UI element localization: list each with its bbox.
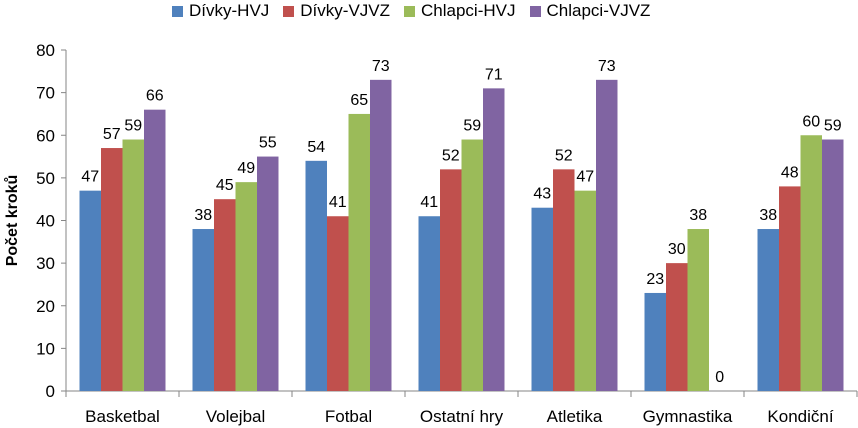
data-label: 48 (781, 164, 799, 181)
data-label: 47 (576, 169, 594, 186)
bar (214, 199, 236, 391)
bar (553, 169, 575, 391)
data-label: 73 (372, 58, 390, 75)
data-label: 41 (329, 194, 347, 211)
legend-label: Dívky-HVJ (189, 1, 270, 20)
legend-label: Dívky-VJVZ (300, 1, 391, 20)
data-label: 45 (216, 177, 234, 194)
y-axis-title: Počet kroků (4, 175, 21, 267)
data-label: 30 (668, 241, 686, 258)
bar (483, 88, 505, 392)
bar (800, 135, 822, 391)
x-tick-label: Fotbal (325, 407, 372, 426)
data-label: 57 (103, 126, 121, 143)
data-label: 54 (307, 139, 325, 156)
data-label: 55 (259, 135, 277, 152)
bar (235, 182, 257, 391)
data-label: 65 (350, 92, 368, 109)
legend-item-chlapci-vjvz: Chlapci-VJVZ (529, 1, 651, 21)
data-label: 43 (533, 186, 551, 203)
bar (144, 109, 166, 392)
legend-swatch (172, 5, 183, 17)
legend-swatch (283, 5, 295, 17)
bar (192, 229, 214, 391)
y-tick-label: 60 (36, 126, 55, 145)
data-label: 52 (555, 147, 573, 164)
bar (666, 263, 688, 391)
y-tick-label: 10 (36, 339, 55, 358)
bar (305, 160, 327, 391)
x-tick-label: Gymnastika (643, 407, 733, 426)
bar (574, 190, 596, 391)
data-label: 59 (463, 118, 481, 135)
data-label: 66 (146, 88, 164, 105)
data-label: 38 (689, 207, 707, 224)
bar (418, 216, 440, 391)
bar (101, 148, 123, 391)
legend-swatch (404, 5, 416, 17)
bar (122, 139, 144, 391)
x-tick-label: Ostatní hry (420, 407, 504, 426)
y-tick-label: 50 (36, 169, 55, 188)
legend: Dívky-HVJ Dívky-VJVZ Chlapci-HVJ Chlapci… (172, 0, 664, 22)
y-tick-label: 20 (36, 297, 55, 316)
data-label: 71 (485, 66, 503, 83)
bar (327, 216, 349, 391)
legend-label: Chlapci-VJVZ (546, 1, 651, 20)
y-tick-label: 80 (36, 41, 55, 60)
bar (531, 207, 553, 391)
x-tick-label: Volejbal (206, 407, 266, 426)
x-tick-label: Atletika (547, 407, 603, 426)
data-label: 52 (442, 147, 460, 164)
bar (257, 156, 279, 391)
data-label: 59 (124, 118, 142, 135)
data-label: 38 (194, 207, 212, 224)
bar (596, 79, 618, 392)
legend-label: Chlapci-HVJ (421, 1, 516, 20)
bar (370, 79, 392, 392)
bar (440, 169, 462, 391)
legend-item-divky-hvj: Dívky-HVJ (172, 1, 269, 21)
bar (779, 186, 801, 391)
data-label: 49 (237, 160, 255, 177)
bar (687, 229, 709, 391)
legend-swatch (529, 5, 541, 17)
bar (644, 292, 666, 391)
data-label: 73 (598, 58, 616, 75)
data-label: 41 (420, 194, 438, 211)
bar (348, 113, 370, 391)
bar (757, 229, 779, 391)
y-tick-label: 30 (36, 254, 55, 273)
y-tick-label: 0 (46, 382, 55, 401)
data-label: 38 (759, 207, 777, 224)
data-label: 59 (824, 118, 842, 135)
data-label: 60 (802, 113, 820, 130)
x-tick-label: Basketbal (85, 407, 160, 426)
data-label: 23 (646, 271, 664, 288)
data-label: 0 (715, 369, 724, 386)
x-tick-label: Kondiční (767, 407, 833, 426)
legend-item-divky-vjvz: Dívky-VJVZ (283, 1, 390, 21)
bar (79, 190, 101, 391)
legend-item-chlapci-hvj: Chlapci-HVJ (404, 1, 516, 21)
bar (822, 139, 844, 391)
data-label: 47 (81, 169, 99, 186)
y-tick-label: 40 (36, 212, 55, 231)
bar (461, 139, 483, 391)
y-tick-label: 70 (36, 84, 55, 103)
